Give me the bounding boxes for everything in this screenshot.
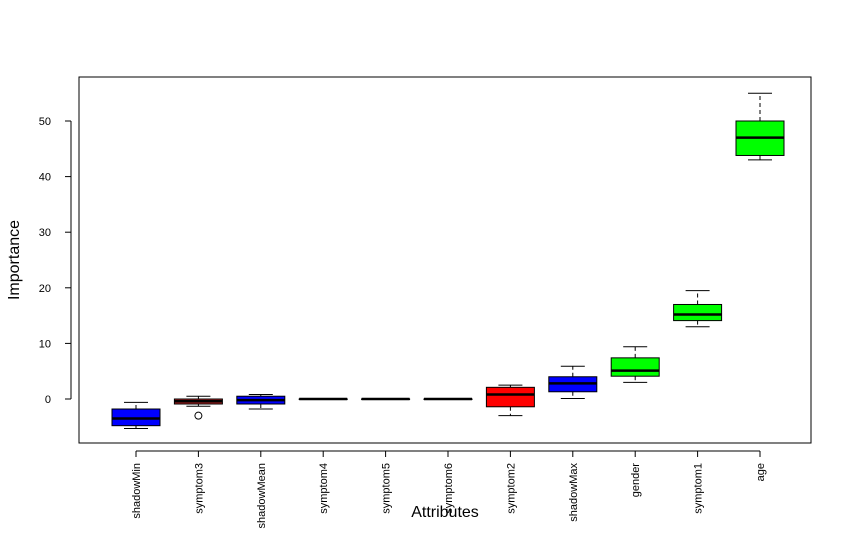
x-axis: shadowMin symptom3 shadowMean symptom4 sympt… xyxy=(131,450,767,528)
outlier-point xyxy=(194,411,203,420)
box-symptom5 xyxy=(361,397,411,401)
box-symptom3 xyxy=(173,395,223,420)
box-shadowMean xyxy=(236,394,286,410)
x-tick-label: shadowMin xyxy=(131,463,143,519)
box-rect xyxy=(610,357,660,377)
box-rect xyxy=(673,303,723,322)
x-tick-label: symptom2 xyxy=(505,463,517,514)
x-tick-label: age xyxy=(755,463,767,481)
y-tick-label: 40 xyxy=(39,172,51,184)
box-age xyxy=(735,92,785,161)
x-tick-label: symptom4 xyxy=(318,463,330,514)
boxes xyxy=(111,92,785,429)
box-shadowMax xyxy=(548,365,598,399)
y-tick-label: 30 xyxy=(39,227,51,239)
box-symptom6 xyxy=(423,397,473,401)
x-tick-label: symptom3 xyxy=(193,463,205,514)
y-tick-label: 10 xyxy=(39,338,51,350)
box-symptom2 xyxy=(485,384,535,417)
box-symptom1 xyxy=(673,290,723,328)
x-axis-title: Attributes xyxy=(411,504,479,521)
y-axis-title: Importance xyxy=(6,220,23,300)
x-tick-label: symptom5 xyxy=(381,463,393,514)
x-tick-label: shadowMax xyxy=(568,463,580,522)
box-shadowMin xyxy=(111,401,161,429)
y-tick-label: 0 xyxy=(45,394,51,406)
y-tick-label: 50 xyxy=(39,116,51,128)
y-tick-label: 20 xyxy=(39,283,51,295)
box-symptom4 xyxy=(298,397,348,401)
x-tick-label: shadowMean xyxy=(256,463,268,528)
y-axis: 0 10 20 30 40 50 xyxy=(39,116,72,406)
box-gender xyxy=(610,346,660,383)
x-tick-label: symptom6 xyxy=(443,463,455,514)
x-tick-label: gender xyxy=(630,463,642,498)
plot-frame xyxy=(78,76,812,444)
box-rect xyxy=(485,386,535,408)
x-tick-label: symptom1 xyxy=(693,463,705,514)
